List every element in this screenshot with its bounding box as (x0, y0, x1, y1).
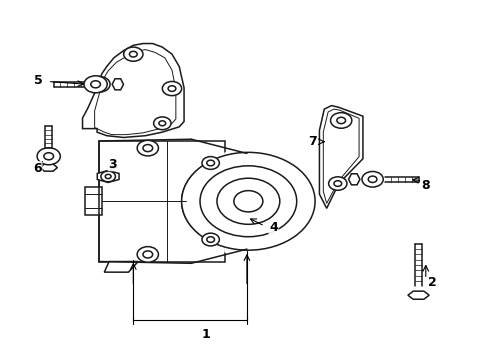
Text: 1: 1 (201, 328, 210, 341)
Circle shape (330, 113, 351, 128)
Circle shape (162, 81, 181, 96)
Circle shape (89, 77, 110, 92)
Circle shape (159, 121, 165, 126)
Circle shape (328, 177, 346, 190)
Circle shape (217, 178, 279, 224)
Circle shape (137, 140, 158, 156)
Circle shape (336, 117, 345, 123)
Circle shape (129, 51, 137, 57)
Circle shape (44, 153, 53, 160)
Circle shape (91, 81, 100, 88)
Polygon shape (319, 105, 362, 208)
Text: 3: 3 (108, 158, 117, 171)
Circle shape (206, 160, 214, 166)
Text: 2: 2 (427, 276, 436, 289)
Circle shape (202, 157, 219, 169)
Text: 4: 4 (268, 221, 277, 234)
Circle shape (142, 145, 152, 152)
Text: 5: 5 (34, 74, 42, 87)
Text: 8: 8 (421, 179, 429, 192)
Polygon shape (85, 187, 102, 215)
Polygon shape (82, 44, 183, 138)
Polygon shape (97, 171, 119, 183)
Circle shape (137, 247, 158, 262)
Circle shape (123, 47, 142, 61)
Circle shape (142, 251, 152, 258)
Polygon shape (104, 261, 138, 272)
Circle shape (168, 86, 176, 91)
Circle shape (333, 181, 341, 186)
Circle shape (181, 152, 314, 250)
Circle shape (84, 76, 107, 93)
Text: 6: 6 (33, 162, 42, 175)
Text: 7: 7 (307, 135, 316, 148)
Circle shape (181, 153, 311, 249)
Circle shape (95, 81, 103, 87)
Polygon shape (224, 153, 249, 251)
Circle shape (233, 191, 263, 212)
Polygon shape (407, 291, 428, 299)
Circle shape (101, 171, 115, 182)
Circle shape (206, 237, 214, 242)
Polygon shape (40, 164, 57, 171)
Polygon shape (348, 174, 359, 185)
Circle shape (200, 166, 296, 237)
Circle shape (153, 117, 171, 130)
Polygon shape (99, 141, 224, 261)
Polygon shape (112, 79, 123, 90)
Circle shape (361, 171, 383, 187)
Circle shape (37, 148, 60, 165)
Circle shape (367, 176, 376, 183)
Circle shape (202, 233, 219, 246)
Circle shape (105, 174, 111, 179)
